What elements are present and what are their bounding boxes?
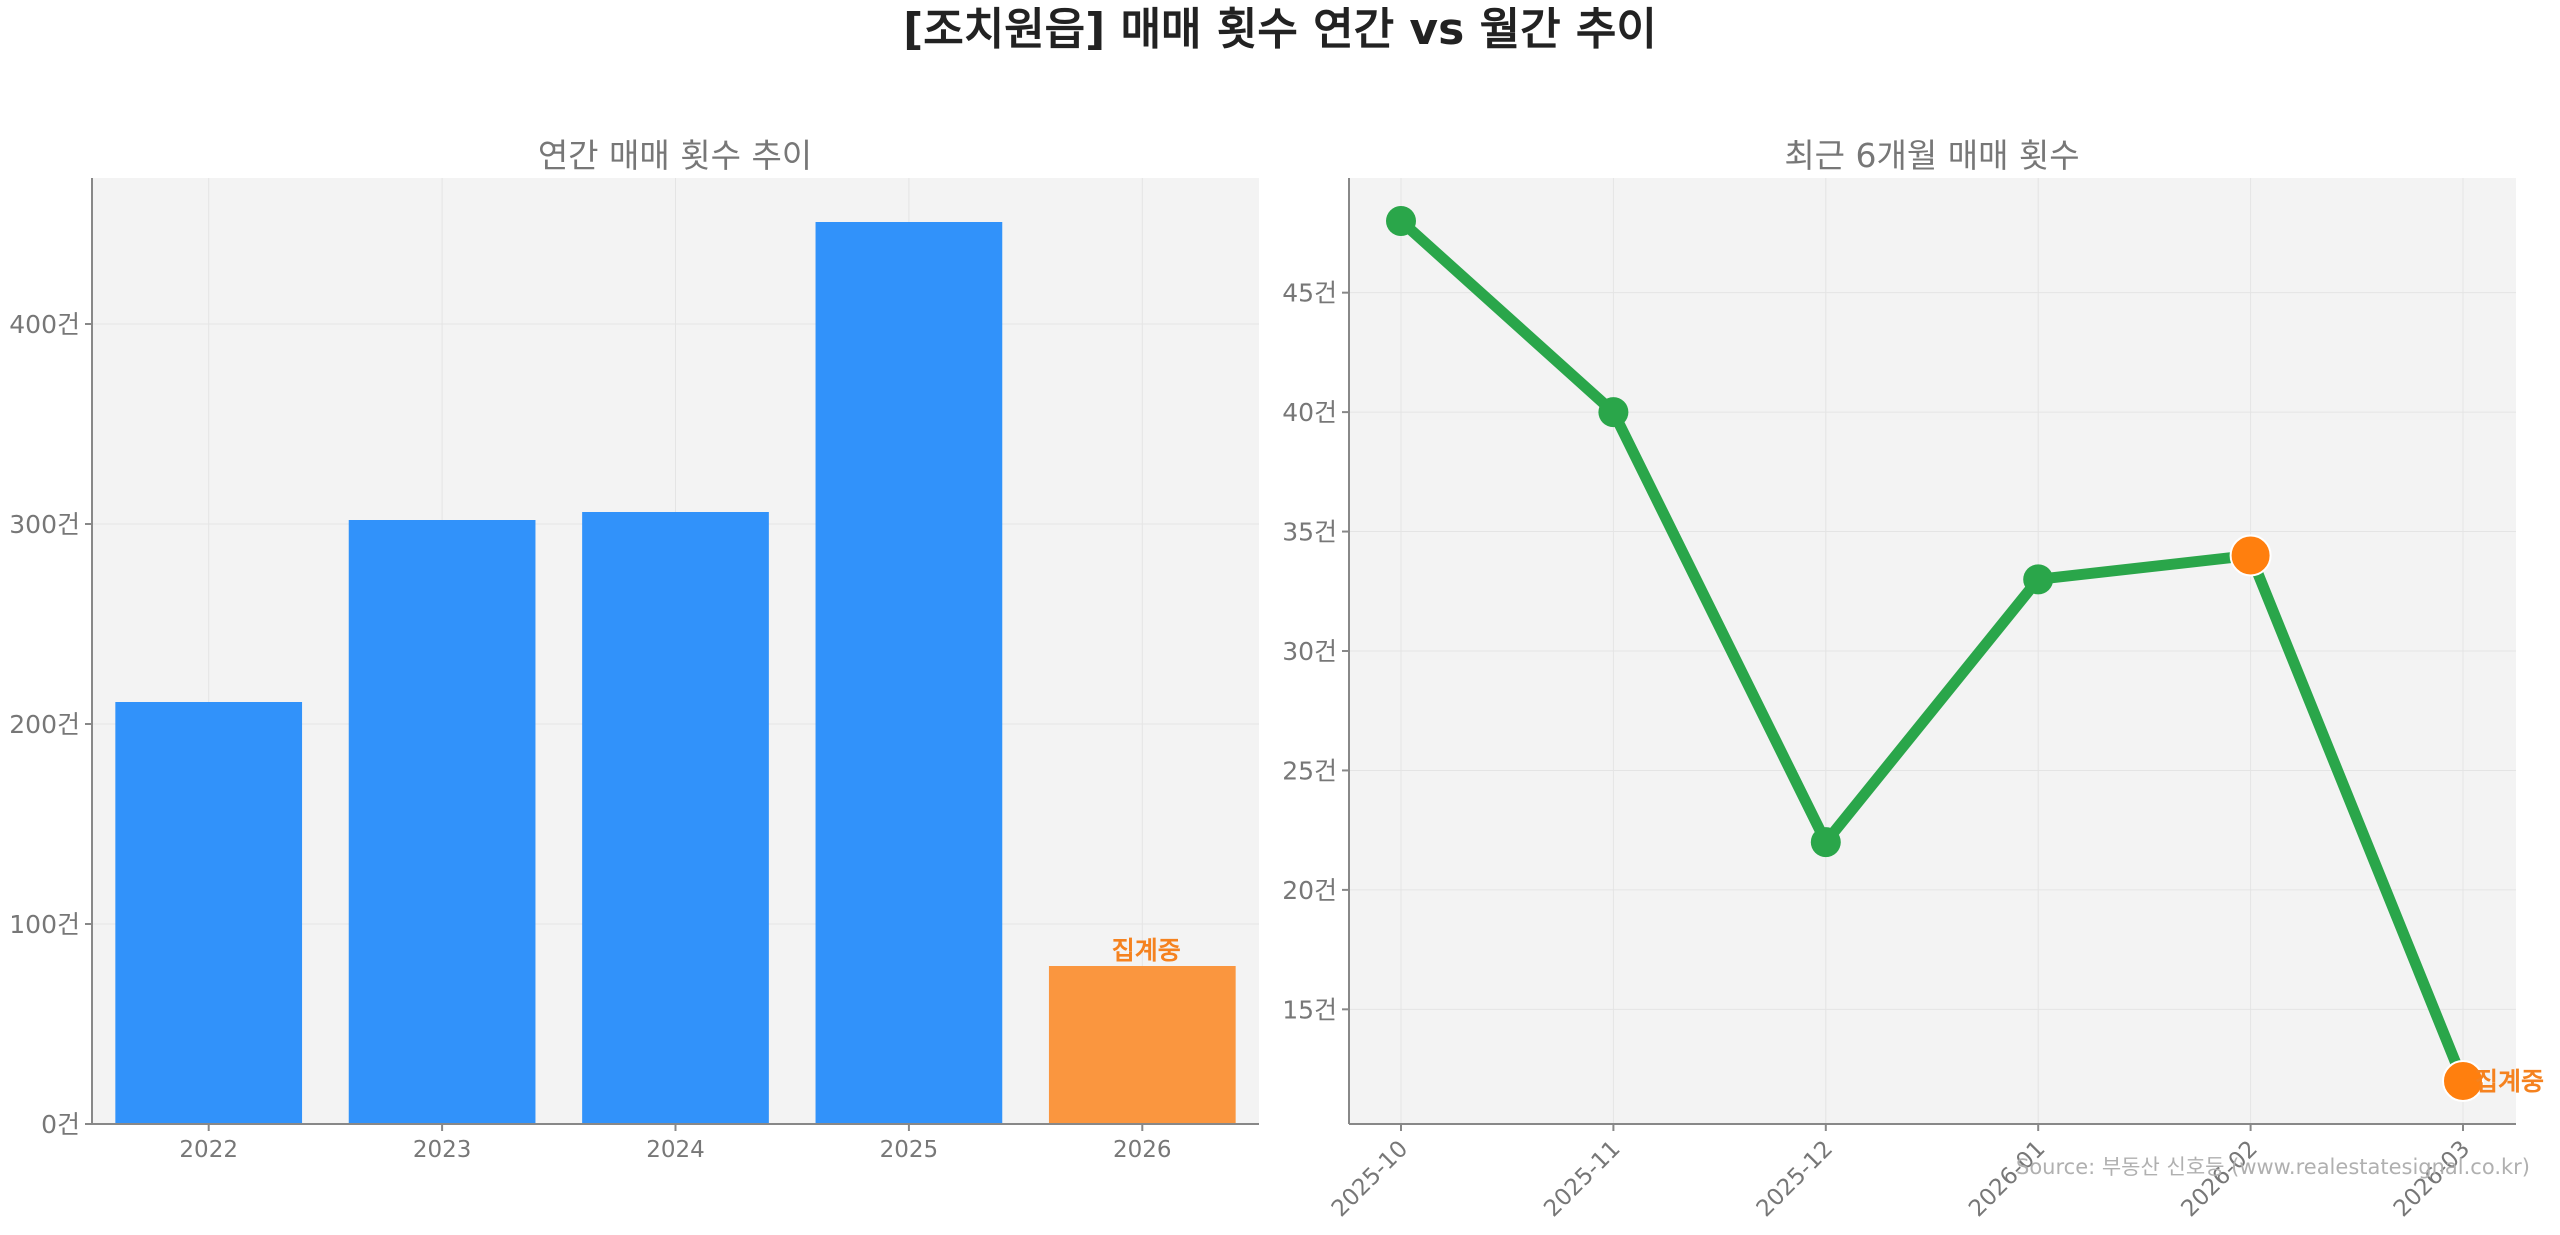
line-chart-x-tick-label: 2026-02 (2176, 1136, 2262, 1222)
line-chart-x-tick-label: 2026-01 (1964, 1136, 2050, 1222)
line-chart-y-tick-label: 30건 (1282, 637, 1337, 666)
bar-chart-x-tick-label: 2025 (880, 1137, 939, 1163)
bar-chart-title: 연간 매매 횟수 추이 (538, 136, 812, 175)
line-series (1395, 215, 2469, 1087)
line-point-2025-12 (1810, 827, 1841, 858)
line-point-2026-02 (2229, 534, 2272, 577)
bar-chart-bars: 집계중 (115, 222, 1236, 1124)
bar-2023 (348, 520, 536, 1124)
source-note: Source: 부동산 신호등 (www.realestatesignal.co… (2016, 1155, 2530, 1179)
line-chart-y-tick-label: 40건 (1282, 398, 1337, 427)
bar-partial-label: 집계중 (1112, 936, 1181, 965)
line-chart-title: 최근 6개월 매매 횟수 (1784, 136, 2079, 175)
bar-chart-panel: 집계중 0건 100건 200건 300건 400건 2022 2023 2024 2025 20… (9, 136, 1259, 1163)
bar-2025 (815, 222, 1003, 1124)
line-point-2025-10 (1386, 206, 1416, 236)
line-chart-y-tick-label: 45건 (1282, 279, 1337, 308)
bar-chart-ticks: 0건 100건 200건 300건 400건 2022 2023 2024 2025 2026 (9, 310, 1171, 1163)
bar-2024 (582, 512, 769, 1124)
line-point-2026-03 (2442, 1060, 2484, 1102)
bar-chart-x-tick-label: 2022 (179, 1137, 238, 1163)
bar-chart-x-tick-label: 2026 (1113, 1137, 1172, 1163)
line-chart-x-tick-label: 2025-12 (1752, 1136, 1838, 1222)
bar-chart-y-tick-label: 300건 (9, 510, 80, 539)
bar-chart-y-tick-label: 0건 (41, 1110, 80, 1139)
line-chart-x-tick-label: 2025-11 (1539, 1136, 1625, 1222)
line-chart-x-tick-label: 2026-03 (2389, 1136, 2475, 1222)
line-chart-y-tick-label: 15건 (1282, 995, 1337, 1024)
line-chart-x-tick-label: 2025-10 (1327, 1136, 1413, 1222)
line-chart-y-tick-label: 35건 (1282, 518, 1337, 547)
bar-chart-y-tick-label: 100건 (9, 910, 80, 939)
figure-title: [조치원읍] 매매 횟수 연간 vs 월간 추이 (903, 4, 1657, 55)
line-chart-gridlines (1349, 178, 2516, 1124)
bar-2026 (1048, 966, 1236, 1124)
line-point-2026-01 (2023, 564, 2054, 595)
bar-chart-x-tick-label: 2023 (413, 1137, 472, 1163)
bar-2022 (115, 702, 303, 1124)
line-chart-y-tick-label: 25건 (1282, 756, 1337, 785)
line-chart-y-tick-label: 20건 (1282, 876, 1337, 905)
bar-chart-y-tick-label: 400건 (9, 310, 80, 339)
bar-chart-x-tick-label: 2024 (646, 1137, 705, 1163)
line-chart-panel: 집계중 15건 20건 25건 30건 35건 40건 45건 2025-10 2025-11 2… (1282, 136, 2544, 1222)
line-point-2025-11 (1598, 397, 1629, 428)
line-partial-label: 집계중 (2475, 1067, 2544, 1096)
bar-chart-y-tick-label: 200건 (9, 710, 80, 739)
line-chart-series: 집계중 (1386, 206, 2544, 1102)
